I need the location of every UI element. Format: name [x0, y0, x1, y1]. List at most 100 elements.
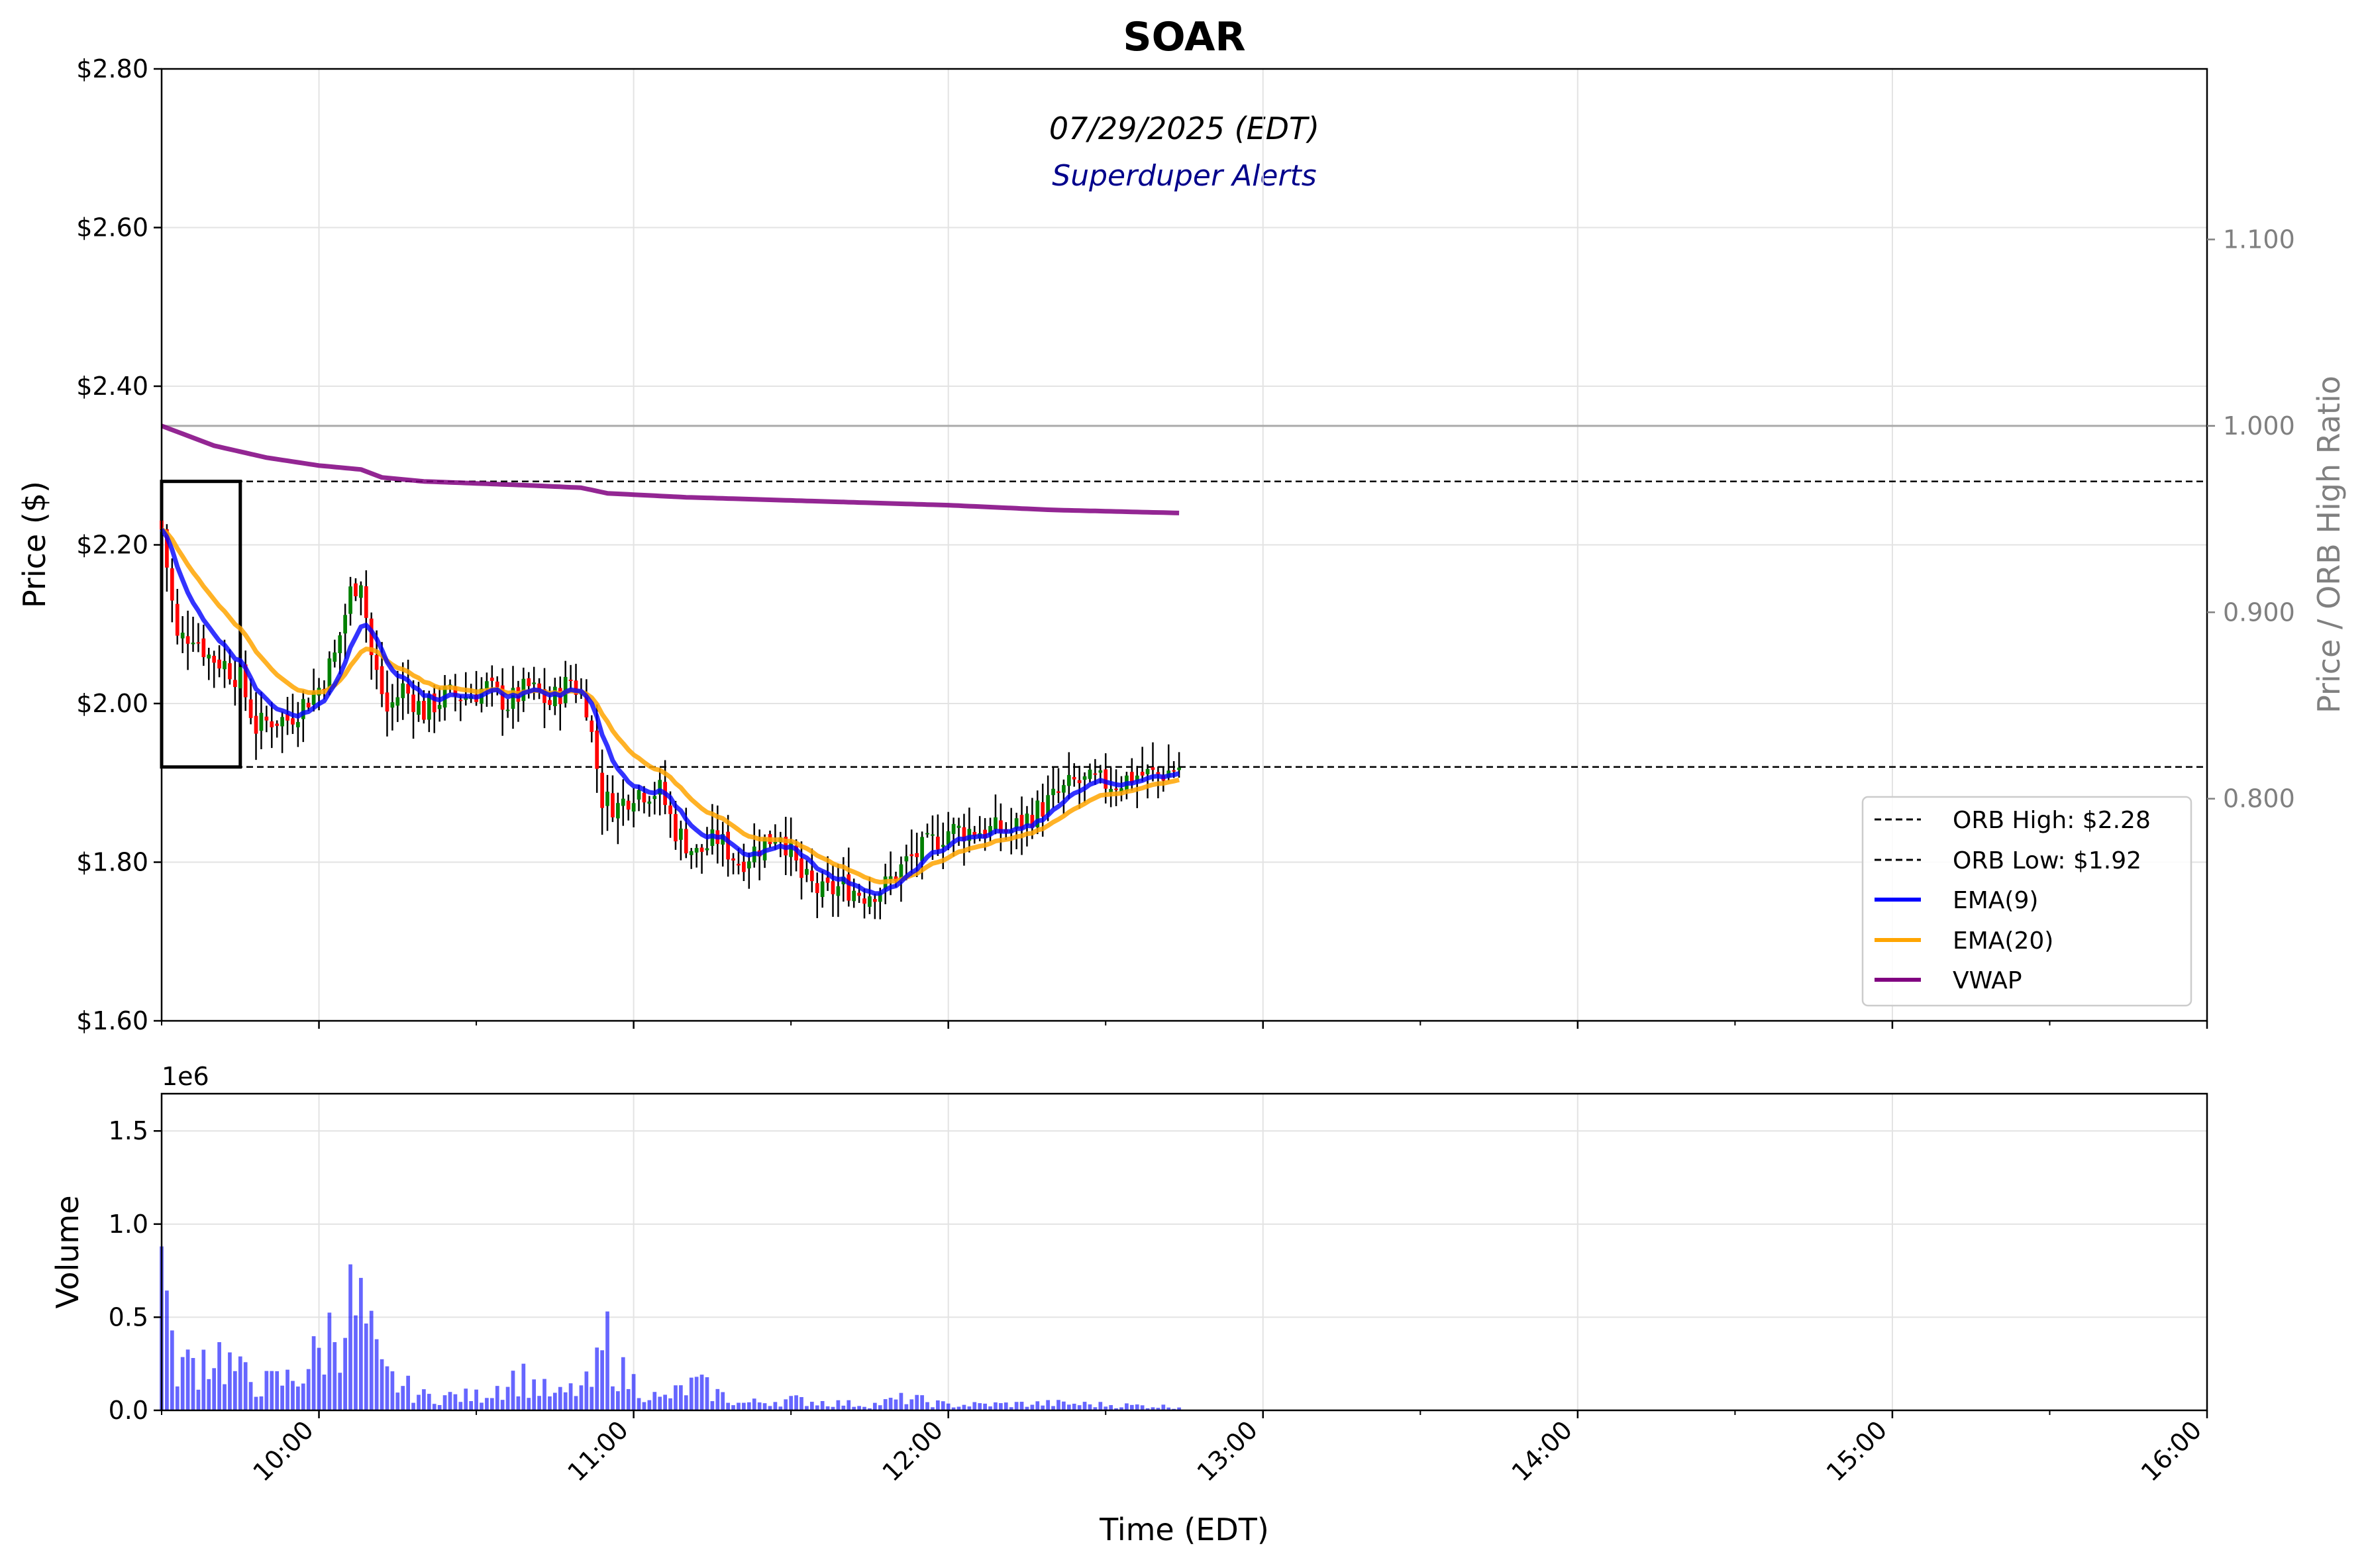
candle-down	[364, 586, 368, 618]
candle-up	[746, 861, 751, 868]
candle-down	[170, 568, 174, 601]
candle-up	[605, 792, 609, 806]
volume-bar	[480, 1402, 484, 1410]
volume-bar	[1066, 1404, 1071, 1410]
volume-bar	[631, 1374, 636, 1410]
legend-frame	[1861, 796, 2192, 1007]
candle-down	[737, 863, 741, 866]
candle-up	[1051, 788, 1055, 796]
volume-bar	[715, 1388, 720, 1410]
candle-up	[485, 681, 489, 689]
price-y-ticks: $1.60 $1.80 $2.00 $2.20 $2.40 $2.60 $2.80	[76, 54, 162, 1035]
candle-up	[805, 868, 809, 875]
volume-bar	[1098, 1402, 1103, 1410]
volume-bar	[894, 1399, 898, 1410]
volume-bar	[762, 1403, 767, 1410]
volume-bar	[322, 1375, 327, 1410]
volume-bar	[888, 1397, 893, 1410]
candle-up	[296, 721, 300, 727]
volume-bar	[527, 1398, 531, 1410]
volume-bar	[474, 1389, 478, 1410]
volume-bar	[568, 1383, 573, 1410]
volume-bar	[642, 1402, 646, 1410]
volume-bar	[411, 1402, 415, 1410]
volume-bar	[1161, 1404, 1166, 1410]
volume-bar	[1056, 1400, 1060, 1410]
candle-down	[699, 847, 704, 852]
candle-down	[642, 792, 646, 803]
candle-up	[1035, 800, 1040, 827]
candle-up	[259, 713, 264, 731]
volume-bar	[820, 1400, 825, 1410]
indicator-lines	[160, 423, 1180, 896]
candle-up	[988, 825, 992, 835]
candle-down	[983, 829, 987, 839]
volume-bar	[946, 1403, 951, 1410]
candle-up	[301, 699, 305, 719]
candle-down	[1156, 772, 1160, 774]
volume-bar	[999, 1403, 1003, 1410]
candle-up	[878, 892, 882, 902]
volume-bar	[621, 1357, 625, 1410]
candle-down	[590, 720, 594, 732]
candle-up	[1088, 769, 1092, 779]
candle-down	[799, 858, 803, 878]
candle-up	[925, 833, 929, 835]
candle-down	[962, 827, 966, 841]
volume-bar	[978, 1403, 982, 1410]
volume-bar	[836, 1400, 841, 1410]
vwap-line	[160, 423, 1180, 515]
price-y-tick-label: $1.60	[76, 1006, 148, 1035]
volume-bar	[563, 1392, 568, 1410]
volume-bar	[1129, 1404, 1134, 1410]
volume-y-tick-label: 0.0	[109, 1396, 148, 1425]
volume-panel-frame	[160, 1092, 2208, 1412]
volume-bar	[872, 1402, 877, 1410]
volume-bar	[369, 1310, 374, 1410]
candle-down	[568, 679, 573, 681]
volume-bar	[699, 1375, 704, 1410]
candle-down	[270, 721, 274, 727]
volume-bar	[600, 1350, 604, 1410]
volume-bar	[364, 1323, 368, 1410]
volume-bar	[374, 1339, 379, 1410]
candle-down	[1056, 791, 1060, 793]
volume-bar	[333, 1342, 337, 1410]
candle-down	[285, 713, 289, 721]
candle-down	[458, 700, 463, 702]
volume-bar	[417, 1394, 421, 1410]
candle-down	[1151, 767, 1155, 770]
volume-bar	[348, 1264, 352, 1410]
volume-bar	[809, 1402, 814, 1410]
volume-bar	[899, 1392, 903, 1410]
volume-bar	[920, 1395, 924, 1410]
candle-up	[223, 660, 227, 670]
volume-y-tick-label: 1.5	[109, 1116, 148, 1145]
volume-bar	[354, 1315, 358, 1410]
volume-bar	[915, 1394, 919, 1410]
candle-up	[705, 848, 709, 851]
candle-up	[511, 688, 515, 709]
volume-bar	[1151, 1407, 1155, 1410]
price-y-tick-label: $2.80	[76, 54, 148, 83]
volume-bar	[185, 1349, 190, 1410]
candle-down	[385, 692, 389, 712]
volume-bar	[254, 1396, 258, 1410]
volume-bar	[752, 1398, 756, 1410]
price-ylabel: Price ($)	[17, 481, 52, 608]
candle-up	[899, 864, 903, 880]
candle-down	[574, 680, 578, 695]
volume-bar	[1062, 1401, 1066, 1410]
price-y-tick-label: $2.00	[76, 689, 148, 718]
candle-down	[857, 892, 861, 896]
candle-down	[548, 700, 552, 706]
candle-up	[931, 834, 935, 836]
candle-up	[904, 856, 909, 862]
volume-bar	[652, 1392, 657, 1410]
candle-down	[936, 837, 940, 850]
candle-down	[1104, 769, 1108, 789]
volume-bar	[548, 1396, 552, 1410]
price-y-tick-label: $2.20	[76, 531, 148, 560]
candle-down	[999, 820, 1003, 833]
candle-down	[972, 831, 977, 837]
